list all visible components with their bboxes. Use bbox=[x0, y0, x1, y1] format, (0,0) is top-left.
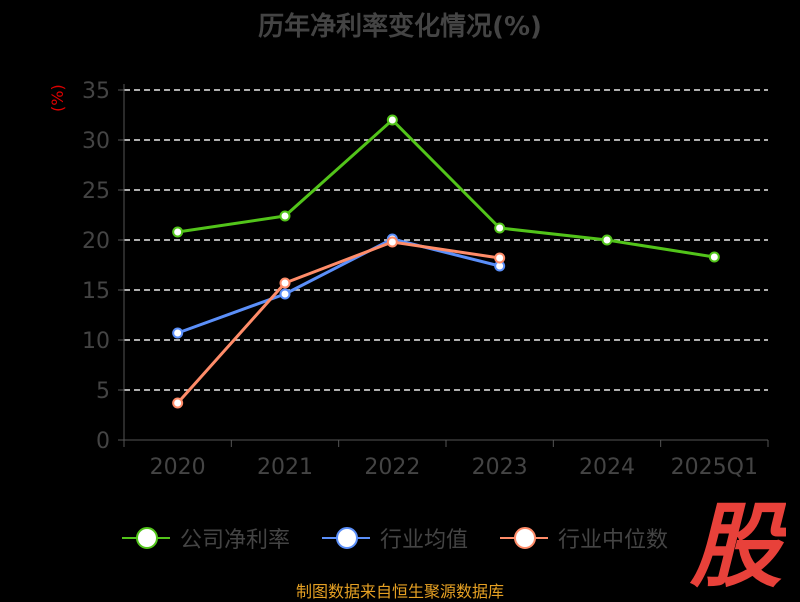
legend: 公司净利率 行业均值 行业中位数 bbox=[0, 520, 800, 556]
data-point bbox=[279, 288, 291, 300]
data-point bbox=[172, 226, 184, 238]
x-tick-label: 2023 bbox=[472, 455, 528, 480]
legend-item-company-net-margin[interactable]: 公司净利率 bbox=[122, 520, 290, 556]
legend-line-icon bbox=[500, 527, 548, 549]
stock-logo-watermark: 股 bbox=[689, 500, 786, 590]
series-line bbox=[176, 240, 500, 405]
data-point bbox=[494, 222, 506, 234]
axes: 0 5 10 15 20 25 30 35 2020 2021 2022 2023 2024 2025Q1 bbox=[82, 79, 769, 480]
series-line bbox=[177, 118, 715, 259]
gridlines bbox=[124, 89, 768, 391]
legend-line-icon bbox=[122, 527, 170, 549]
x-tick-label: 2025Q1 bbox=[671, 455, 758, 480]
data-point bbox=[494, 252, 506, 264]
data-point bbox=[601, 234, 613, 246]
chart-title: 历年净利率变化情况(%) bbox=[258, 12, 542, 42]
y-axis-label: (%) bbox=[48, 84, 67, 112]
y-tick-label: 10 bbox=[82, 329, 110, 354]
y-tick-label: 20 bbox=[82, 229, 110, 254]
legend-line-icon bbox=[322, 527, 370, 549]
data-point bbox=[386, 114, 398, 126]
y-tick-label: 5 bbox=[96, 379, 110, 404]
data-point bbox=[279, 277, 291, 289]
x-tick-label: 2024 bbox=[579, 455, 635, 480]
svg-text:股: 股 bbox=[689, 500, 786, 590]
legend-label: 行业中位数 bbox=[558, 528, 669, 553]
data-point bbox=[172, 397, 184, 409]
data-point bbox=[386, 236, 398, 248]
series-line bbox=[177, 237, 501, 335]
y-tick-label: 35 bbox=[82, 79, 110, 104]
y-tick-label: 15 bbox=[82, 279, 110, 304]
y-tick-label: 0 bbox=[96, 429, 110, 454]
x-tick-label: 2020 bbox=[150, 455, 206, 480]
y-tick-label: 30 bbox=[82, 129, 110, 154]
legend-label: 行业均值 bbox=[380, 528, 469, 553]
x-tick-label: 2021 bbox=[257, 455, 313, 480]
y-tick-label: 25 bbox=[82, 179, 110, 204]
x-tick-label: 2022 bbox=[364, 455, 420, 480]
series-lines bbox=[172, 114, 720, 409]
data-point bbox=[708, 251, 720, 263]
legend-item-industry-mean[interactable]: 行业均值 bbox=[322, 520, 468, 556]
data-source-note: 制图数据来自恒生聚源数据库 bbox=[295, 582, 504, 601]
legend-item-industry-median[interactable]: 行业中位数 bbox=[500, 520, 668, 556]
data-point bbox=[279, 210, 291, 222]
legend-label: 公司净利率 bbox=[180, 528, 291, 553]
data-point bbox=[172, 327, 184, 339]
